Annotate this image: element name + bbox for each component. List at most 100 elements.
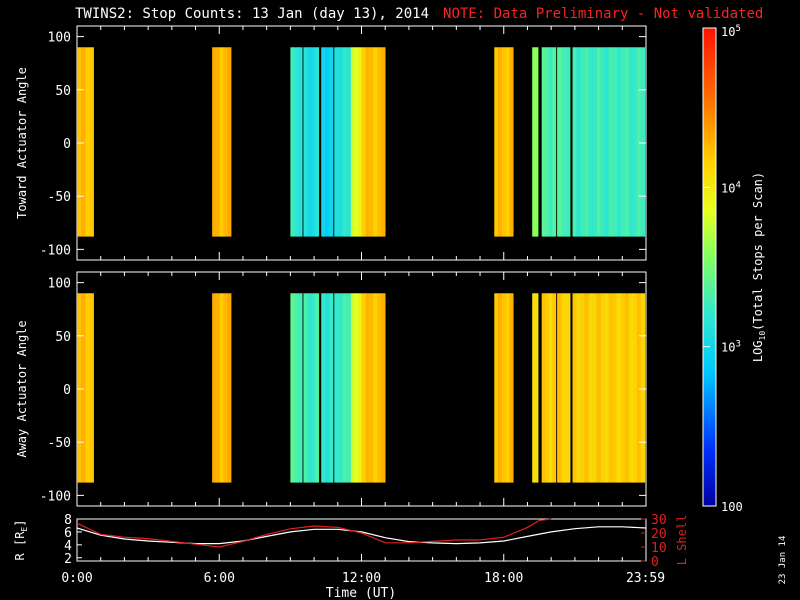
away-panel-ylabel: Away Actuator Angle: [15, 320, 29, 457]
away-panel-cell: [223, 293, 228, 483]
away-panel-cell: [494, 293, 499, 483]
toward-panel-cell: [223, 47, 228, 237]
toward-panel-cell: [616, 47, 622, 237]
toward-panel-cell: [545, 47, 550, 237]
away-panel-cell: [361, 293, 366, 483]
toward-panel-cell: [588, 47, 593, 237]
away-panel-cell: [212, 293, 217, 483]
ephemeris-lines: [76, 518, 647, 548]
toward-panel-cell: [557, 47, 562, 237]
away-panel-cell: [624, 293, 630, 483]
away-panel-cell: [509, 293, 514, 483]
toward-panel-ytick-label: -50: [48, 190, 71, 205]
toward-panel-cell: [77, 47, 82, 237]
toward-panel-cell: [632, 47, 638, 237]
away-panel-block: [334, 293, 352, 483]
ephemeris-xtick-label: 6:00: [204, 571, 235, 586]
away-panel-cell: [77, 293, 82, 483]
toward-panel-blocks: [77, 47, 646, 237]
toward-panel-block: [334, 47, 352, 237]
away-panel-cell: [311, 293, 316, 483]
ephemeris-xtick-label: 18:00: [484, 571, 523, 586]
colorbar-label-main: LOG: [751, 340, 765, 362]
toward-panel-ticks: 100 50 0 -50 -100: [40, 26, 647, 260]
toward-panel-cell: [298, 47, 303, 237]
toward-panel-cell: [342, 47, 347, 237]
away-panel-cell: [532, 293, 539, 483]
date-stamp: 23 Jan 14: [778, 536, 788, 585]
ephemeris-y2tick-label: 20: [651, 527, 667, 542]
away-panel-block: [532, 293, 539, 483]
toward-panel-cell: [325, 47, 330, 237]
away-panel-blocks: [77, 293, 646, 483]
toward-panel-cell: [219, 47, 224, 237]
toward-panel-cell: [548, 47, 553, 237]
toward-panel-cell: [552, 47, 557, 237]
toward-panel-block: [212, 47, 232, 237]
toward-panel-ytick-label: 100: [48, 31, 71, 46]
toward-panel-cell: [604, 47, 609, 237]
toward-panel-cell: [628, 47, 634, 237]
ephemeris-y2tick-label: 30: [651, 513, 667, 528]
toward-panel-cell: [624, 47, 630, 237]
toward-panel-cell: [321, 47, 326, 237]
toward-panel-cell: [81, 47, 86, 237]
away-panel-block: [572, 293, 646, 483]
r-line: [76, 526, 647, 545]
ephemeris-y2tick-label: 0: [651, 555, 659, 570]
toward-panel-cell: [361, 47, 366, 237]
toward-panel-cell: [565, 47, 571, 237]
away-panel-cell: [321, 293, 326, 483]
away-panel-cell: [357, 293, 362, 483]
ephemeris-xtick-label: 12:00: [342, 571, 381, 586]
toward-panel-cell: [350, 47, 355, 237]
toward-panel-block: [321, 47, 334, 237]
toward-panel-cell: [576, 47, 581, 237]
toward-panel-block: [77, 47, 94, 237]
away-panel-cell: [572, 293, 577, 483]
away-panel-cell: [640, 293, 646, 483]
away-panel-ytick-label: 50: [55, 330, 71, 345]
away-panel-cell: [303, 293, 308, 483]
away-panel-block: [290, 293, 303, 483]
toward-panel-cell: [357, 47, 362, 237]
toward-panel-block: [303, 47, 320, 237]
colorbar-tick-label: 103: [721, 340, 741, 355]
away-panel-cell: [636, 293, 642, 483]
toward-panel-cell: [532, 47, 539, 237]
away-panel-cell: [608, 293, 613, 483]
toward-panel-cell: [290, 47, 295, 237]
away-panel-cell: [620, 293, 626, 483]
toward-panel-block: [557, 47, 571, 237]
away-panel-cell: [369, 293, 374, 483]
toward-panel-cell: [294, 47, 299, 237]
away-panel-cell: [628, 293, 634, 483]
away-panel-cell: [215, 293, 221, 483]
away-panel-cell: [552, 293, 557, 483]
ephemeris-ytick-label: 6: [64, 526, 72, 541]
ephemeris-ytick-label: 8: [64, 513, 72, 528]
away-panel-cell: [338, 293, 343, 483]
colorbar-ticks: 100 103 104 105: [703, 24, 743, 514]
toward-panel-cell: [494, 47, 499, 237]
away-panel-cell: [325, 293, 330, 483]
toward-panel-cell: [561, 47, 567, 237]
toward-panel-cell: [311, 47, 316, 237]
toward-panel-cell: [612, 47, 617, 237]
away-panel-cell: [85, 293, 90, 483]
toward-panel-ytick-label: 50: [55, 84, 71, 99]
toward-panel-cell: [580, 47, 585, 237]
ephemeris-ylabel-main: R [R: [13, 531, 27, 561]
toward-panel-cell: [227, 47, 232, 237]
toward-panel-block: [350, 47, 362, 237]
away-panel-cell: [298, 293, 303, 483]
toward-panel-cell: [314, 47, 320, 237]
toward-panel-block: [532, 47, 539, 237]
toward-panel-cell: [329, 47, 334, 237]
toward-panel-cell: [498, 47, 503, 237]
ephemeris-xtick-label: 0:00: [61, 571, 92, 586]
away-panel-block: [77, 293, 94, 483]
toward-panel-cell: [303, 47, 308, 237]
lshell-line: [76, 518, 552, 548]
